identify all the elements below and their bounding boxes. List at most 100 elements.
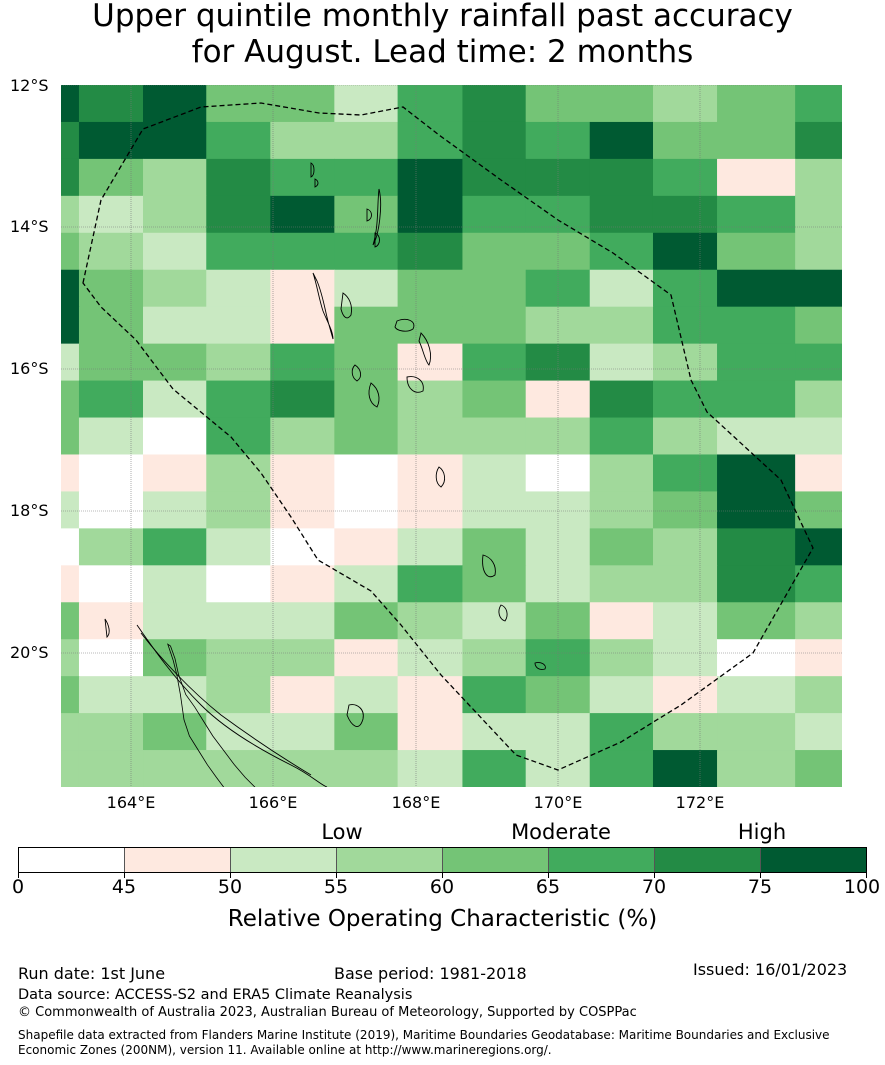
colorbar-segment: [19, 848, 125, 872]
grid-cell: [462, 676, 527, 714]
grid-cell: [143, 269, 207, 308]
grid-cell: [206, 195, 271, 234]
grid-cell: [334, 195, 399, 234]
grid-cell: [143, 121, 207, 160]
grid-cell: [206, 121, 271, 160]
lat-label-16s: 16°S: [10, 359, 49, 378]
grid-cell: [462, 713, 527, 751]
grid-cell: [143, 306, 207, 345]
grid-cell: [795, 121, 842, 160]
grid-cell: [78, 454, 144, 492]
grid-cell: [61, 491, 80, 529]
grid-cell: [334, 417, 399, 455]
grid-cell: [795, 713, 842, 751]
grid-cell: [78, 158, 144, 197]
grid-cell: [397, 639, 463, 677]
grid-cell: [589, 306, 654, 345]
grid-cell: [397, 306, 463, 345]
grid-cell: [589, 121, 654, 160]
grid-cell: [334, 713, 399, 751]
grid-cell: [334, 565, 399, 603]
grid-cell: [270, 306, 335, 345]
grid-cell: [397, 417, 463, 455]
grid-cell: [78, 195, 144, 234]
grid-cell: [652, 232, 718, 271]
grid-cell: [143, 602, 207, 640]
grid-cell: [652, 269, 718, 308]
grid-cell: [78, 713, 144, 751]
grid-cell: [143, 676, 207, 714]
grid-cell: [717, 639, 796, 677]
grid-cell: [397, 269, 463, 308]
lon-label-164e: 164°E: [106, 793, 156, 812]
grid-cell: [652, 158, 718, 197]
grid-cell: [143, 232, 207, 271]
copyright: © Commonwealth of Australia 2023, Austra…: [18, 1005, 637, 1020]
grid-cell: [143, 528, 207, 566]
grid-cell: [717, 232, 796, 271]
grid-cell: [270, 121, 335, 160]
grid-cell: [270, 195, 335, 234]
grid-cell: [206, 454, 271, 492]
grid-cell: [61, 121, 80, 160]
eez-boundary: [82, 102, 814, 771]
grid-cell: [206, 232, 271, 271]
grid-cell: [589, 417, 654, 455]
grid-cell: [717, 676, 796, 714]
grid-cell: [334, 380, 399, 419]
grid-cell: [652, 121, 718, 160]
category-low: Low: [321, 820, 363, 844]
colorbar-segment: [761, 848, 866, 872]
grid-cell: [397, 158, 463, 197]
grid-cell: [143, 713, 207, 751]
grid-cell: [78, 121, 144, 160]
grid-cell: [795, 454, 842, 492]
grid-cell: [795, 380, 842, 419]
category-moderate: Moderate: [511, 820, 611, 844]
grid-cell: [652, 676, 718, 714]
grid-cell: [270, 639, 335, 677]
issued-date: Issued: 16/01/2023: [693, 960, 848, 979]
grid-cell: [462, 158, 527, 197]
lon-label-168e: 168°E: [391, 793, 441, 812]
grid-cell: [334, 232, 399, 271]
grid-cell: [589, 343, 654, 382]
lat-label-20s: 20°S: [10, 643, 49, 662]
grid-cell: [652, 602, 718, 640]
grid-cell: [78, 85, 144, 123]
grid-cell: [397, 528, 463, 566]
grid-cell: [143, 454, 207, 492]
grid-cell: [78, 565, 144, 603]
grid-cell: [652, 528, 718, 566]
colorbar-tick-60: 60: [429, 876, 455, 898]
grid-cell: [206, 380, 271, 419]
grid-cell: [717, 602, 796, 640]
grid-cell: [397, 713, 463, 751]
grid-cell: [270, 602, 335, 640]
grid-cell: [589, 750, 654, 787]
grid-cell: [270, 232, 335, 271]
grid-cell: [397, 454, 463, 492]
grid-cell: [462, 639, 527, 677]
grid-cell: [78, 750, 144, 787]
map-title-line-1: Upper quintile monthly rainfall past acc…: [92, 0, 793, 34]
grid-cell: [206, 750, 271, 787]
grid-cell: [61, 380, 80, 419]
colorbar-segment: [655, 848, 761, 872]
grid-cell: [652, 343, 718, 382]
grid-cell: [717, 528, 796, 566]
grid-cell: [525, 750, 591, 787]
grid-cell: [795, 676, 842, 714]
shapefile-note: Shapefile data extracted from Flanders M…: [18, 1028, 830, 1057]
grid-cell: [206, 306, 271, 345]
grid-cell: [397, 750, 463, 787]
lat-label-12s: 12°S: [10, 76, 49, 95]
grid-cell: [589, 195, 654, 234]
grid-cell: [462, 306, 527, 345]
grid-cell: [589, 85, 654, 123]
grid-cell: [61, 713, 80, 751]
grid-cell: [206, 491, 271, 529]
grid-cell: [78, 528, 144, 566]
colorbar-segment: [443, 848, 549, 872]
grid-cell: [795, 343, 842, 382]
